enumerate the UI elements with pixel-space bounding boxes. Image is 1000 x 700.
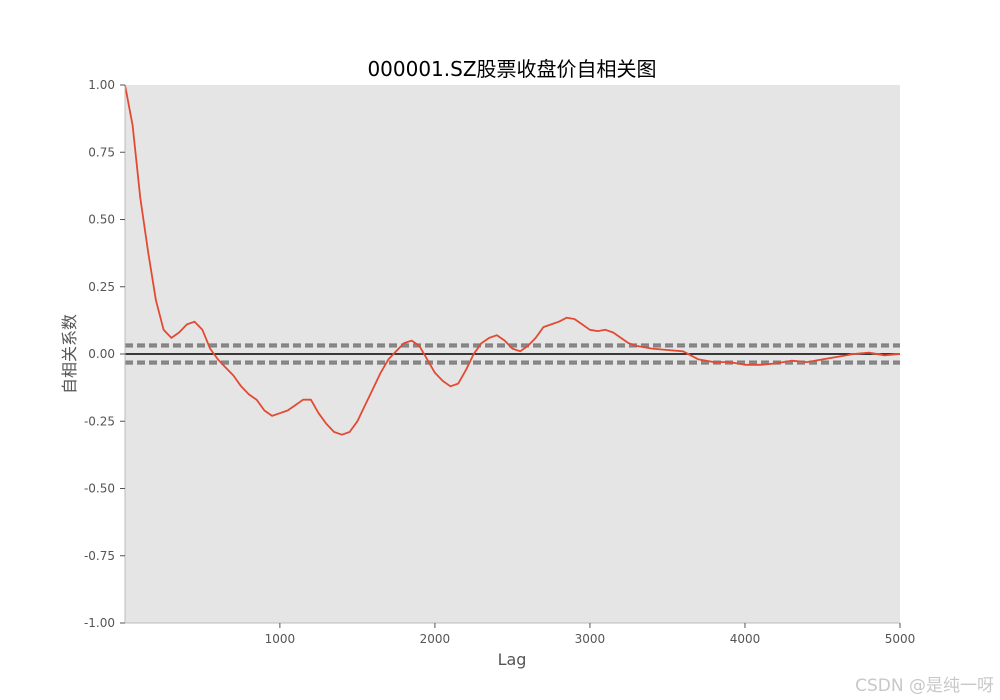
x-tick-label: 4000 <box>730 632 761 646</box>
x-tick-label: 2000 <box>420 632 451 646</box>
y-tick-label: -1.00 <box>84 616 115 630</box>
watermark: CSDN @是纯一呀 <box>855 676 994 696</box>
y-tick-label: 0.25 <box>88 280 115 294</box>
y-tick-label: 0.50 <box>88 213 115 227</box>
y-tick-label: 1.00 <box>88 78 115 92</box>
y-tick-label: 0.00 <box>88 347 115 361</box>
x-axis-label: Lag <box>498 650 527 669</box>
y-tick-label: -0.75 <box>84 549 115 563</box>
axes-layer: 1000 2000 3000 4000 5000 -1.00 -0.75 -0.50 -0.25… <box>84 78 915 646</box>
x-tick-label: 3000 <box>575 632 606 646</box>
x-tick-label: 1000 <box>265 632 296 646</box>
y-tick-label: -0.25 <box>84 414 115 428</box>
reference-lines <box>125 343 900 365</box>
series-layer <box>124 84 901 436</box>
y-axis-label: 自相关系数 <box>60 314 79 394</box>
y-tick-label: 0.75 <box>88 145 115 159</box>
y-tick-label: -0.50 <box>84 482 115 496</box>
x-tick-label: 5000 <box>885 632 916 646</box>
chart-title: 000001.SZ股票收盘价自相关图 <box>367 57 656 81</box>
series-line-0 <box>124 84 901 436</box>
